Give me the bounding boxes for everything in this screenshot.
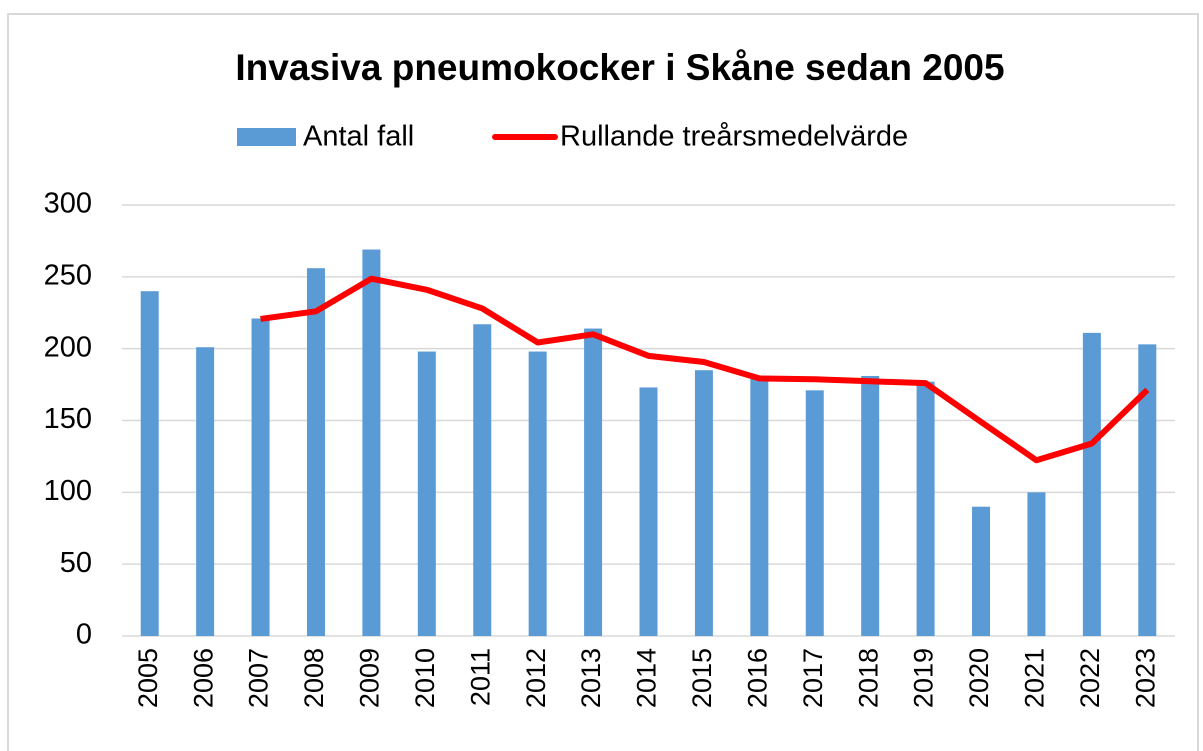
bar [528, 351, 547, 636]
legend-label: Rullande treårsmedelvärde [560, 121, 908, 153]
x-tick-label: 2011 [465, 648, 495, 706]
y-tick-label: 0 [76, 619, 92, 651]
bar [306, 268, 325, 636]
x-tick-label: 2021 [1020, 648, 1050, 708]
x-tick-label: 2022 [1075, 648, 1105, 708]
x-tick-label: 2014 [632, 648, 662, 708]
x-tick-label: 2016 [742, 648, 772, 708]
legend-swatch [237, 128, 296, 146]
bar [972, 506, 991, 636]
bar [473, 324, 492, 636]
y-tick-label: 300 [44, 188, 92, 220]
x-tick-label: 2020 [964, 648, 994, 708]
bar [861, 375, 880, 636]
x-tick-label: 2006 [188, 648, 218, 708]
bar [417, 351, 436, 636]
bar [251, 318, 270, 636]
x-tick-label: 2010 [410, 648, 440, 708]
x-tick-label: 2009 [355, 648, 385, 708]
line [260, 275, 1150, 464]
bar [694, 370, 713, 636]
bar [1082, 332, 1101, 636]
bar [750, 377, 769, 636]
y-tick-label: 250 [44, 259, 92, 291]
bar [916, 381, 935, 636]
y-tick-label: 150 [44, 403, 92, 435]
y-tick-label: 200 [44, 331, 92, 363]
y-tick-label: 100 [44, 475, 92, 507]
bar [140, 291, 159, 636]
x-tick-label: 2015 [687, 648, 717, 708]
chart-title: Invasiva pneumokocker i Skåne sedan 2005 [235, 47, 1004, 88]
bar [196, 347, 215, 636]
x-tick-label: 2012 [521, 648, 551, 708]
x-tick-label: 2017 [798, 648, 828, 708]
bar [1027, 492, 1046, 636]
legend-label: Antal fall [303, 121, 414, 153]
x-tick-label: 2013 [576, 648, 606, 708]
x-tick-label: 2023 [1130, 648, 1160, 708]
x-tick-label: 2007 [244, 648, 274, 708]
bar [584, 328, 603, 636]
x-tick-label: 2008 [299, 648, 329, 708]
bar [805, 390, 824, 636]
x-tick-label: 2018 [853, 648, 883, 708]
y-tick-label: 50 [60, 547, 92, 579]
x-tick-label: 2005 [133, 648, 163, 708]
bar [639, 387, 658, 636]
bar [362, 249, 381, 636]
x-tick-label: 2019 [909, 648, 939, 708]
bar [1138, 344, 1157, 636]
